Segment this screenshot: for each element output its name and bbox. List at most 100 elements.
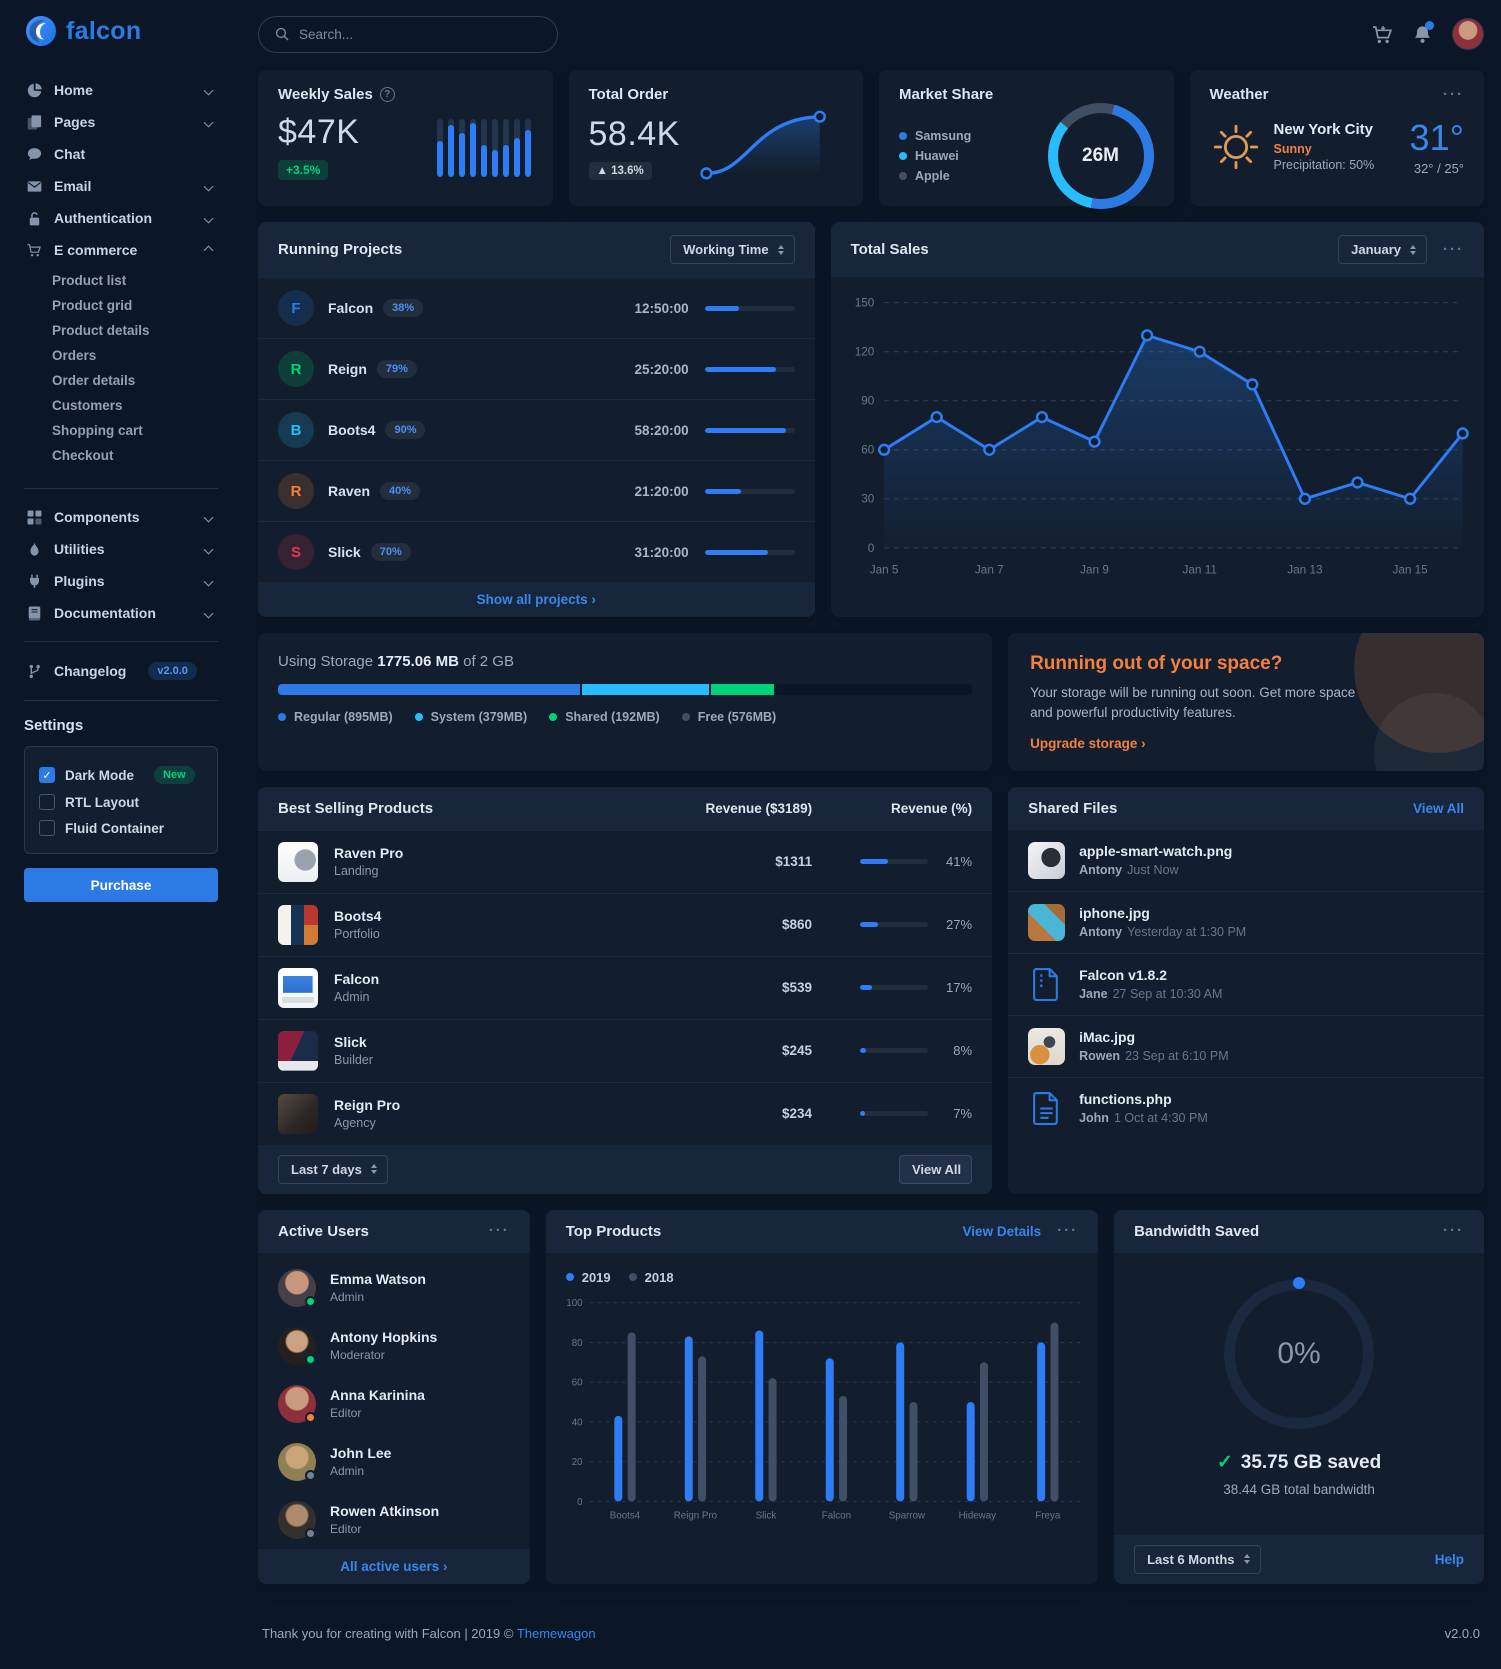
file-name-link[interactable]: Falcon v1.8.2 xyxy=(1079,967,1168,983)
project-name-link[interactable]: Falcon xyxy=(328,300,374,316)
product-category-link[interactable]: Admin xyxy=(334,990,370,1004)
project-name-link[interactable]: Raven xyxy=(328,483,371,499)
product-name-link[interactable]: Raven Pro xyxy=(334,845,404,861)
search-input[interactable] xyxy=(297,25,541,43)
file-time: 23 Sep at 6:10 PM xyxy=(1125,1049,1229,1063)
total-sales-menu-icon[interactable] xyxy=(1443,246,1464,254)
sidebar-item-label: Utilities xyxy=(54,541,105,557)
chevron-up-icon xyxy=(203,245,214,255)
checkbox-checked[interactable]: ✓ xyxy=(39,767,55,783)
sidebar-item-home[interactable]: Home xyxy=(24,74,218,106)
shared-files-card: Shared Files View All apple-smart-watch.… xyxy=(1008,786,1484,1194)
settings-option-dark-mode[interactable]: ✓ Dark Mode New xyxy=(39,761,203,789)
user-name-link[interactable]: Antony Hopkins xyxy=(330,1329,438,1345)
sidebar-subitem-checkout[interactable]: Checkout xyxy=(52,448,114,463)
sidebar-item-chat[interactable]: Chat xyxy=(24,138,218,170)
sidebar-subitem-product-grid[interactable]: Product grid xyxy=(52,298,133,313)
sidebar-subitem-shopping-cart[interactable]: Shopping cart xyxy=(52,423,143,438)
bandwidth-menu-icon[interactable] xyxy=(1443,1227,1464,1235)
user-avatar[interactable] xyxy=(278,1384,316,1423)
sidebar-subitem-orders[interactable]: Orders xyxy=(52,348,97,363)
svg-text:Jan 13: Jan 13 xyxy=(1287,563,1323,576)
user-avatar[interactable] xyxy=(278,1326,316,1365)
option-label: RTL Layout xyxy=(65,794,139,810)
month-select[interactable]: January xyxy=(1338,235,1427,264)
sidebar-item-email[interactable]: Email xyxy=(24,170,218,202)
notifications-bell-icon[interactable] xyxy=(1413,20,1434,44)
upgrade-storage-link[interactable]: Upgrade storage › xyxy=(1030,735,1146,751)
sidebar-item-pages[interactable]: Pages xyxy=(24,106,218,138)
product-thumbnail[interactable] xyxy=(278,904,318,945)
file-name-link[interactable]: functions.php xyxy=(1079,1091,1172,1107)
sidebar-subitem-customers[interactable]: Customers xyxy=(52,398,123,413)
project-name-link[interactable]: Boots4 xyxy=(328,422,376,438)
product-thumbnail[interactable] xyxy=(278,1093,318,1134)
purchase-button[interactable]: Purchase xyxy=(24,868,218,902)
user-avatar[interactable] xyxy=(278,1500,316,1539)
user-name-link[interactable]: Anna Karinina xyxy=(330,1387,425,1403)
user-name-link[interactable]: Emma Watson xyxy=(330,1271,426,1287)
product-thumbnail[interactable] xyxy=(278,1030,318,1071)
sidebar-item-plugins[interactable]: Plugins xyxy=(24,565,218,597)
all-active-users-link[interactable]: All active users › xyxy=(340,1558,448,1574)
last-6-months-select[interactable]: Last 6 Months xyxy=(1134,1544,1261,1574)
product-name-link[interactable]: Reign Pro xyxy=(334,1097,401,1113)
user-name-link[interactable]: John Lee xyxy=(330,1445,392,1461)
cart-icon[interactable] xyxy=(1372,25,1393,44)
last-7-days-select[interactable]: Last 7 days xyxy=(278,1154,388,1184)
brand[interactable]: falcon xyxy=(24,14,218,48)
user-name-link[interactable]: Rowen Atkinson xyxy=(330,1503,440,1519)
show-all-projects-link[interactable]: Show all projects › xyxy=(476,592,596,607)
product-category-link[interactable]: Portfolio xyxy=(334,927,380,941)
top-products-menu-icon[interactable] xyxy=(1057,1227,1078,1235)
plug-icon xyxy=(26,574,42,589)
file-user: Rowen xyxy=(1079,1049,1121,1063)
project-name-link[interactable]: Reign xyxy=(328,361,367,377)
product-thumbnail[interactable] xyxy=(278,841,318,882)
chevron-down-icon xyxy=(203,544,214,554)
shared-files-view-all-link[interactable]: View All xyxy=(1412,800,1464,816)
product-name-link[interactable]: Slick xyxy=(334,1034,367,1050)
settings-option-fluid-container[interactable]: Fluid Container xyxy=(39,815,203,841)
svg-text:Jan 5: Jan 5 xyxy=(869,563,898,576)
legend-dot xyxy=(414,713,423,721)
user-avatar[interactable] xyxy=(278,1442,316,1481)
sidebar-subitem-product-list[interactable]: Product list xyxy=(52,273,127,288)
weekly-bar-fill xyxy=(480,144,487,177)
settings-option-rtl-layout[interactable]: RTL Layout xyxy=(39,789,203,815)
sidebar-item-changelog[interactable]: Changelog v2.0.0 xyxy=(24,654,218,688)
view-all-button[interactable]: View All xyxy=(898,1154,973,1184)
project-name-link[interactable]: Slick xyxy=(328,544,361,560)
product-category-link[interactable]: Builder xyxy=(334,1053,373,1067)
sidebar-subitem-product-details[interactable]: Product details xyxy=(52,323,150,338)
weather-menu-icon[interactable] xyxy=(1443,91,1464,99)
product-category-link[interactable]: Landing xyxy=(334,864,379,878)
sidebar-item-e-commerce[interactable]: E commerce xyxy=(24,234,218,266)
search-box[interactable] xyxy=(258,15,558,53)
sidebar-item-documentation[interactable]: Documentation xyxy=(24,597,218,629)
view-details-link[interactable]: View Details xyxy=(962,1223,1042,1239)
checkbox-unchecked[interactable] xyxy=(39,820,55,836)
sidebar-subitem-order-details[interactable]: Order details xyxy=(52,373,136,388)
file-name-link[interactable]: iphone.jpg xyxy=(1079,905,1150,921)
themewagon-link[interactable]: Themewagon xyxy=(516,1625,596,1641)
sidebar-item-utilities[interactable]: Utilities xyxy=(24,533,218,565)
working-time-select[interactable]: Working Time xyxy=(670,235,795,264)
product-name-link[interactable]: Boots4 xyxy=(334,908,382,924)
svg-text:0: 0 xyxy=(577,1496,583,1507)
product-thumbnail[interactable] xyxy=(278,967,318,1008)
checkbox-unchecked[interactable] xyxy=(39,794,55,810)
help-icon[interactable] xyxy=(379,87,395,102)
product-name-link[interactable]: Falcon xyxy=(334,971,380,987)
user-avatar[interactable] xyxy=(1452,18,1484,50)
file-name-link[interactable]: apple-smart-watch.png xyxy=(1079,843,1233,859)
product-category-link[interactable]: Agency xyxy=(334,1116,376,1130)
help-link[interactable]: Help xyxy=(1434,1551,1464,1567)
product-revenue: $245 xyxy=(782,1043,813,1058)
sidebar-item-components[interactable]: Components xyxy=(24,501,218,533)
storage-segment-regular xyxy=(278,684,583,695)
user-avatar[interactable] xyxy=(278,1268,316,1307)
sidebar-item-authentication[interactable]: Authentication xyxy=(24,202,218,234)
active-users-menu-icon[interactable] xyxy=(489,1227,510,1235)
file-name-link[interactable]: iMac.jpg xyxy=(1079,1029,1136,1045)
